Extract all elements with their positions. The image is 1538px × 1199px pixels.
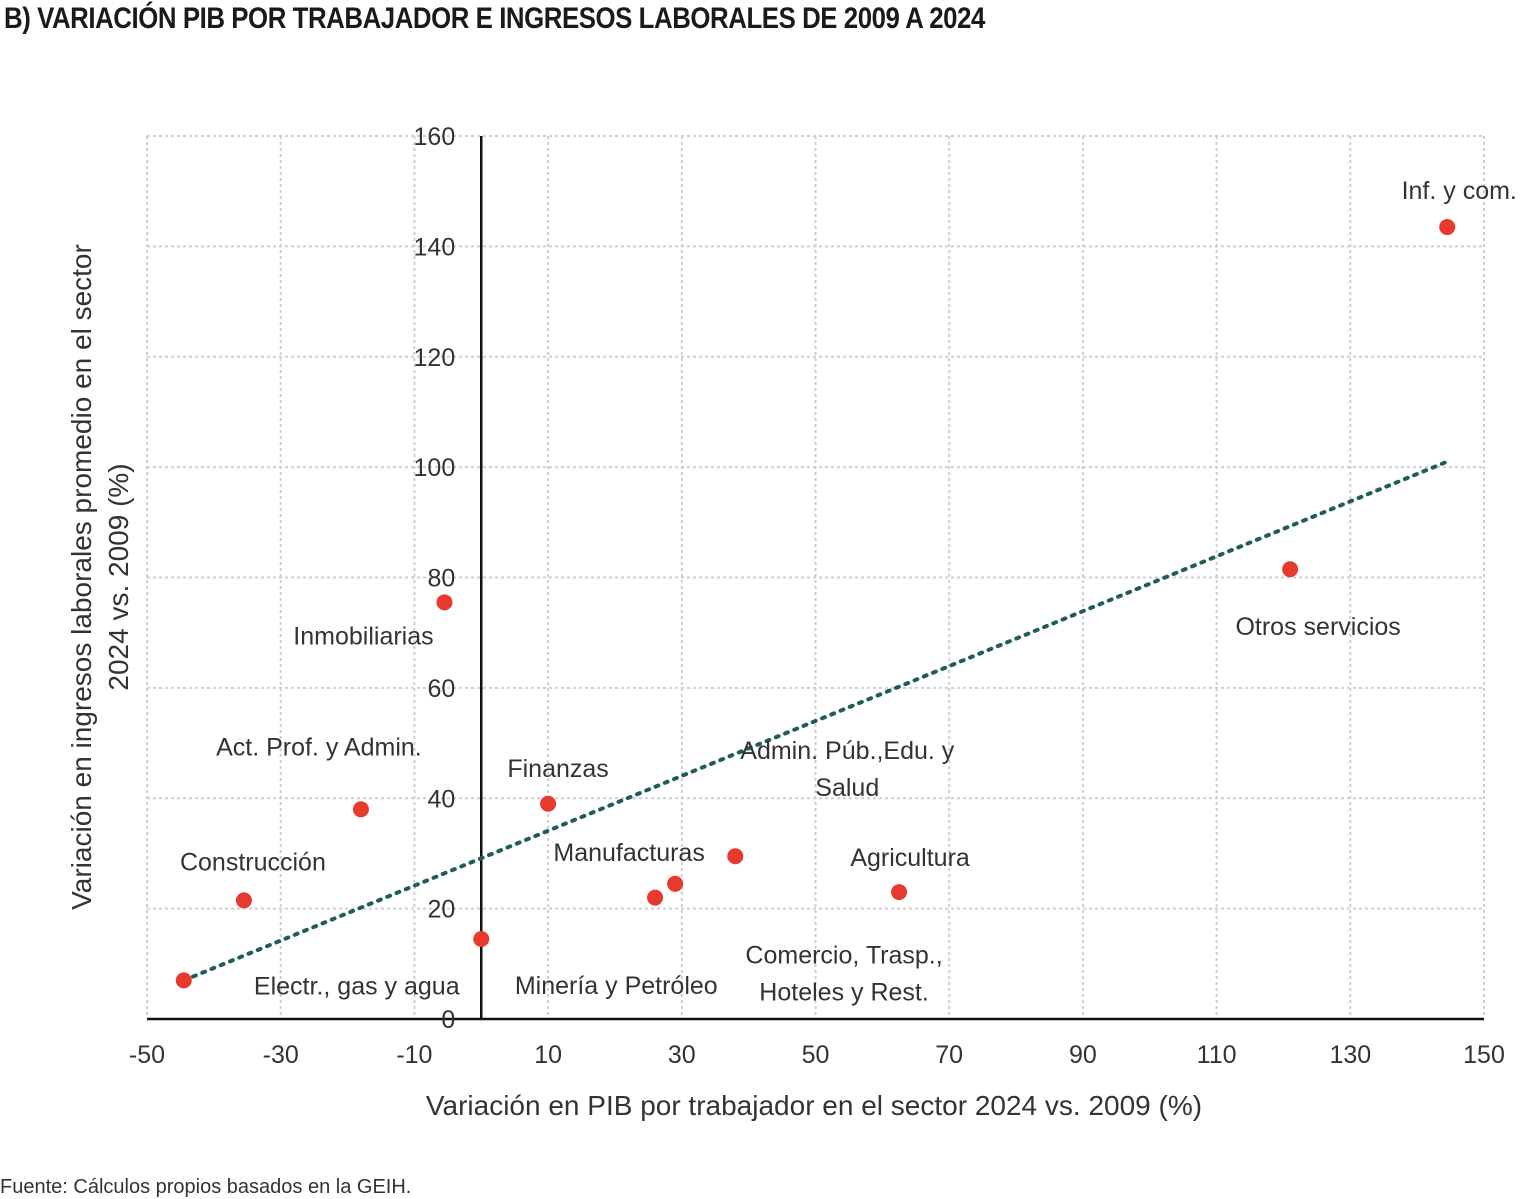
x-tick-label: -10 bbox=[396, 1041, 432, 1069]
x-tick-label: 130 bbox=[1329, 1041, 1371, 1069]
x-tick-label: 90 bbox=[1069, 1041, 1097, 1069]
data-point bbox=[540, 795, 557, 812]
y-tick-label: 100 bbox=[414, 454, 456, 482]
data-point bbox=[352, 801, 369, 818]
point-label: Otros servicios bbox=[1235, 613, 1400, 641]
x-tick-label: 30 bbox=[668, 1041, 696, 1069]
data-point bbox=[235, 892, 252, 909]
y-tick-label: 20 bbox=[427, 896, 455, 924]
point-label: Minería y Petróleo bbox=[515, 972, 718, 1000]
point-label: Finanzas bbox=[507, 755, 608, 783]
x-tick-label: -30 bbox=[263, 1041, 299, 1069]
data-point bbox=[473, 930, 490, 947]
point-label: Admin. Púb.,Edu. y Salud bbox=[740, 737, 955, 802]
point-labels: Inf. y com. Otros servicios Inmobiliarias F… bbox=[180, 177, 1517, 1007]
x-tick-label: -50 bbox=[129, 1041, 165, 1069]
axes bbox=[147, 136, 1484, 1021]
y-tick-label: 160 bbox=[414, 123, 456, 151]
y-tick-label: 140 bbox=[414, 233, 456, 261]
data-point bbox=[1439, 219, 1456, 236]
x-tick-label: 10 bbox=[534, 1041, 562, 1069]
x-tick-label: 70 bbox=[935, 1041, 963, 1069]
trendline bbox=[181, 459, 1450, 983]
grid-lines bbox=[146, 135, 1485, 1020]
point-label-line: Admin. Púb.,Edu. y bbox=[740, 737, 955, 765]
tick-labels: -50 -30 -10 10 30 50 70 90 110 130 150 0 20 40 60 80 100… bbox=[129, 123, 1505, 1069]
trendline-group bbox=[181, 459, 1450, 983]
point-label: Inf. y com. bbox=[1402, 177, 1517, 205]
y-axis-title-line-2: 2024 vs. 2009 (%) bbox=[103, 463, 134, 690]
source-note: Fuente: Cálculos propios basados en la G… bbox=[0, 1176, 412, 1198]
point-label: Electr., gas y agua bbox=[254, 972, 460, 1000]
y-tick-label: 40 bbox=[427, 785, 455, 813]
x-tick-label: 50 bbox=[802, 1041, 830, 1069]
x-axis-title: Variación en PIB por trabajador en el se… bbox=[426, 1090, 1202, 1121]
y-axis-title-line-1: Variación en ingresos laborales promedio… bbox=[66, 244, 97, 910]
point-label-line: Comercio, Trasp., bbox=[745, 942, 942, 970]
data-point bbox=[727, 848, 744, 865]
chart-title: B) VARIACIÓN PIB POR TRABAJADOR E INGRES… bbox=[4, 2, 985, 35]
data-point bbox=[667, 875, 684, 892]
point-label: Inmobiliarias bbox=[293, 622, 433, 650]
point-label: Construcción bbox=[180, 848, 326, 876]
x-tick-label: 150 bbox=[1463, 1041, 1505, 1069]
point-label: Agricultura bbox=[850, 844, 970, 872]
data-points bbox=[175, 219, 1456, 989]
y-tick-label: 0 bbox=[441, 1006, 455, 1034]
data-point bbox=[175, 972, 192, 989]
data-point bbox=[1282, 561, 1299, 578]
point-label: Act. Prof. y Admin. bbox=[216, 733, 422, 761]
data-point bbox=[891, 884, 908, 901]
x-tick-label: 110 bbox=[1197, 1041, 1237, 1069]
y-tick-label: 60 bbox=[427, 675, 455, 703]
y-tick-label: 80 bbox=[427, 565, 455, 593]
point-label: Comercio, Trasp., Hoteles y Rest. bbox=[745, 942, 942, 1007]
data-point bbox=[436, 594, 453, 611]
point-label-line: Hoteles y Rest. bbox=[759, 979, 929, 1007]
y-tick-label: 120 bbox=[414, 344, 456, 372]
point-label: Manufacturas bbox=[553, 839, 704, 867]
point-label-line: Salud bbox=[815, 774, 879, 802]
data-point bbox=[647, 889, 664, 906]
